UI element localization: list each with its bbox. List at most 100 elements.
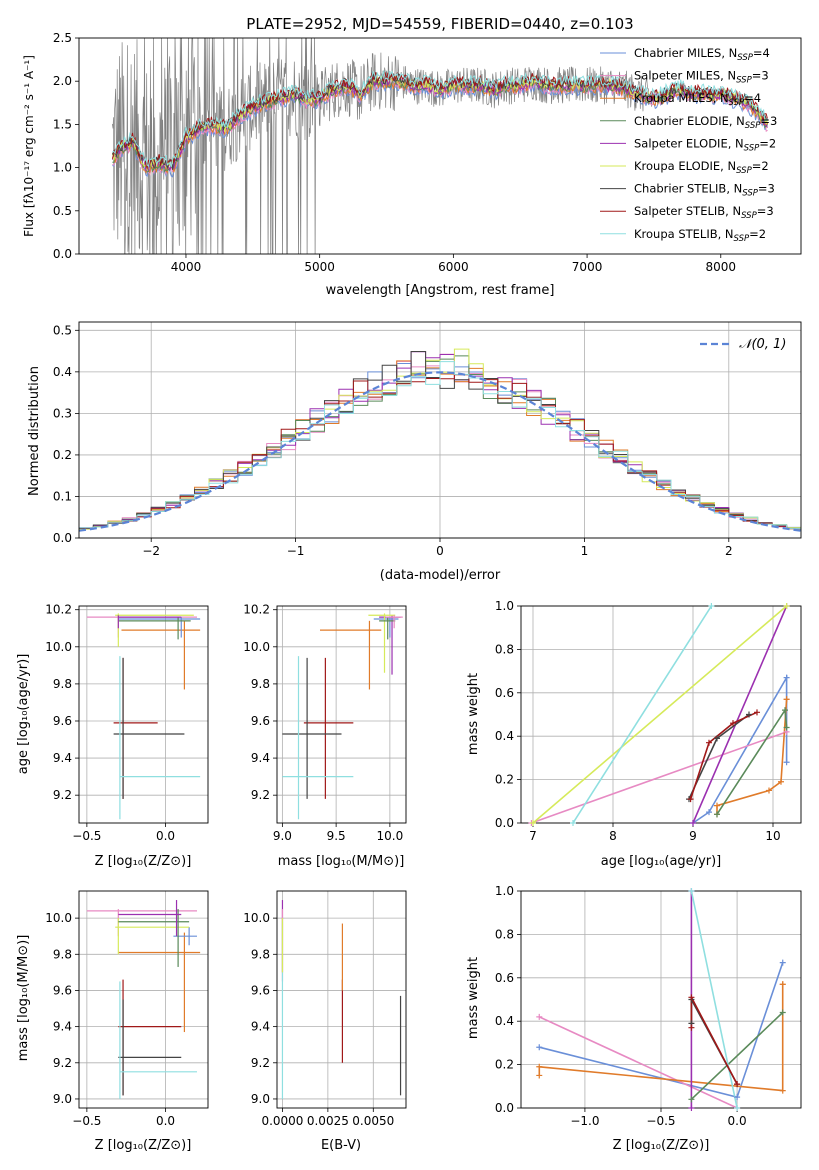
ebv-xtick-label: 0.0025 (307, 1114, 349, 1128)
age_vs_mass-marks (282, 613, 403, 820)
legend-label: Salpeter STELIB, NSSP=3 (634, 204, 774, 221)
ebv-xlabel: E(B-V) (321, 1138, 361, 1153)
mass_weight_vs_age-ytick-label: 0.2 (495, 773, 514, 787)
mass_weight_vs_Z-xtick-label: −0.5 (646, 1114, 675, 1128)
mass_weight_vs_Z-series-line (690, 891, 738, 1108)
mass_weight_vs_age-xtick-label: 10 (765, 829, 780, 843)
mass_weight_vs_Z-marker (536, 1013, 543, 1020)
age_vs_mass-ytick-label: 9.6 (251, 714, 270, 728)
mass_weight_vs_Z-marker (536, 1072, 543, 1079)
mass_weight_vs_age-ytick-label: 0.6 (495, 686, 514, 700)
mass_weight_vs_Z-marker (734, 1105, 741, 1111)
mass_weight_vs_Z-marker (536, 1044, 543, 1051)
age_vs_Z-ytick-label: 9.8 (53, 677, 72, 691)
spectrum-ylabel: Flux [fλ10⁻¹⁷ erg cm⁻² s⁻¹ A⁻¹] (22, 55, 36, 237)
age_vs_Z-marks (86, 613, 201, 820)
mass_weight_vs_Z-series-line (690, 1011, 784, 1100)
residuals-xtick-label: 1 (581, 544, 589, 558)
mass_weight_vs_Z-marker (779, 981, 786, 988)
ebv-panel: 0.0000 0.0025 0.0050 9.0 9.2 9.4 9.6 9.8 10.0 E(… (243, 890, 407, 1153)
ebv-xtick-label: 0.0000 (261, 1114, 303, 1128)
mass_weight_vs_Z-marker (688, 1024, 695, 1031)
spectrum-ytick-label: 2.0 (53, 74, 72, 88)
mass_weight_vs_Z-marker (734, 1081, 741, 1088)
mass_weight_vs_Z-xtick-label: 0.0 (728, 1114, 747, 1128)
mass_vs_Z-ytick-label: 10.0 (45, 911, 72, 925)
age_vs_mass-xtick-label: 9.0 (273, 829, 292, 843)
mass_weight_vs_age-frame (520, 605, 802, 824)
spectrum-model-line (112, 76, 768, 173)
residual-plot-area: −2 −1 0 1 2 0.0 0.1 0.2 0.3 0.4 0.5 (53, 321, 802, 558)
mass_weight_vs_Z-marker (688, 994, 695, 1001)
age_vs_mass-frame (276, 605, 407, 824)
mass_weight_vs_Z-marker (688, 888, 695, 894)
ebv-ytick-label: 9.4 (251, 1020, 270, 1034)
age_vs_mass-xtick-label: 10.0 (377, 829, 404, 843)
mass_weight_vs_age-marker (706, 809, 712, 816)
residuals-xtick-label: 2 (725, 544, 733, 558)
mass_vs_Z-marks (86, 900, 201, 1099)
legend-label: Salpeter ELODIE, NSSP=2 (634, 136, 776, 153)
mass_weight_vs_Z-marker (779, 1087, 786, 1094)
residual-legend-label: 𝒩(0, 1) (739, 337, 786, 352)
legend-label: Salpeter MILES, NSSP=3 (634, 69, 769, 86)
mass_weight_vs_age-marks (531, 606, 788, 823)
mass-vs-z-plot-area: −0.5 0.0 9.0 9.2 9.4 9.6 9.8 10.0 (45, 890, 209, 1128)
residuals-ytick-label: 0.4 (53, 365, 72, 379)
age_vs_Z-xtick-label: −0.5 (72, 829, 101, 843)
age-vs-z-xlabel: Z [log₁₀(Z/Z⊙)] (95, 854, 192, 869)
residuals-xtick-label: −2 (142, 544, 160, 558)
spectrum-ytick-label: 1.5 (53, 117, 72, 131)
mass_weight_vs_age-marker (754, 709, 760, 716)
mass-vs-z-ylabel: mass [log₁₀(M/M⊙)] (16, 935, 31, 1062)
mass_weight_vs_Z-ytick-label: 0.8 (495, 927, 514, 941)
mass_weight_vs_Z-ytick-label: 0.6 (495, 971, 514, 985)
residuals-ytick-label: 0.0 (53, 531, 72, 545)
spectrum-marks (111, 38, 769, 254)
mass_weight_vs_Z-ytick-label: 0.4 (495, 1014, 514, 1028)
mass_vs_Z-ytick-label: 9.6 (53, 983, 72, 997)
age_vs_mass-ytick-label: 10.2 (243, 603, 270, 617)
ebv-ytick-label: 9.8 (251, 947, 270, 961)
mass_weight_vs_age-ytick-label: 0.4 (495, 729, 514, 743)
age_vs_mass-ytick-label: 9.8 (251, 677, 270, 691)
mass-weight-vs-z-ylabel: mass weight (466, 957, 481, 1039)
spectrum-ytick-label: 2.5 (53, 31, 72, 45)
residuals-ytick-label: 0.5 (53, 323, 72, 337)
residuals-ytick-label: 0.1 (53, 489, 72, 503)
age_vs_mass-ytick-label: 9.2 (251, 788, 270, 802)
mass-weight-vs-age-ylabel: mass weight (466, 673, 481, 755)
spectrum-xtick-label: 7000 (572, 260, 603, 274)
mass_weight_vs_age-marker (782, 707, 788, 714)
age_vs_Z-xtick-label: 0.0 (156, 829, 175, 843)
legend-label: Kroupa MILES, NSSP=4 (634, 91, 761, 108)
spectrum-xlabel: wavelength [Angstrom, rest frame] (326, 283, 555, 298)
ebv-ytick-label: 9.2 (251, 1056, 270, 1070)
mass_weight_vs_Z-marker (536, 1063, 543, 1070)
mass_weight_vs_age-xtick-label: 7 (529, 829, 537, 843)
mass_weight_vs_age-marker (766, 787, 772, 794)
mass-weight-vs-age-plot-area: 7 8 9 10 0.0 0.2 0.4 0.6 0.8 1.0 (495, 599, 802, 843)
mass_weight_vs_Z-marker (688, 1105, 695, 1111)
mass_weight_vs_age-marker (783, 674, 790, 681)
age_vs_mass-ytick-label: 10.0 (243, 640, 270, 654)
mass_vs_Z-ytick-label: 9.8 (53, 947, 72, 961)
mass_weight_vs_age-marker (783, 724, 790, 731)
age_vs_Z-ytick-label: 10.0 (45, 640, 72, 654)
mass_weight_vs_age-marker (714, 802, 720, 809)
age-vs-mass-plot-area: 9.0 9.5 10.0 9.2 9.4 9.6 9.8 10.0 10.2 (243, 603, 407, 843)
residuals-frame (78, 321, 802, 539)
residual-ylabel: Normed distribution (27, 366, 42, 496)
mass-vs-z-panel: −0.5 0.0 9.0 9.2 9.4 9.6 9.8 10.0 Z [log₁₀(Z/Z⊙… (16, 890, 209, 1153)
age-vs-mass-xlabel: mass [log₁₀(M/M⊙)] (278, 854, 405, 869)
ebv-ytick-label: 10.0 (243, 911, 270, 925)
spectrum-frame (78, 37, 802, 255)
legend-label: Chabrier MILES, NSSP=4 (634, 46, 770, 63)
residuals-ytick-label: 0.2 (53, 448, 72, 462)
mass_weight_vs_Z-marker (688, 1096, 695, 1103)
mass_weight_vs_age-series-line (689, 711, 758, 800)
residuals-xtick-label: 0 (436, 544, 444, 558)
mass_weight_vs_Z-frame (520, 890, 802, 1109)
mass_weight_vs_age-marker (783, 696, 790, 703)
